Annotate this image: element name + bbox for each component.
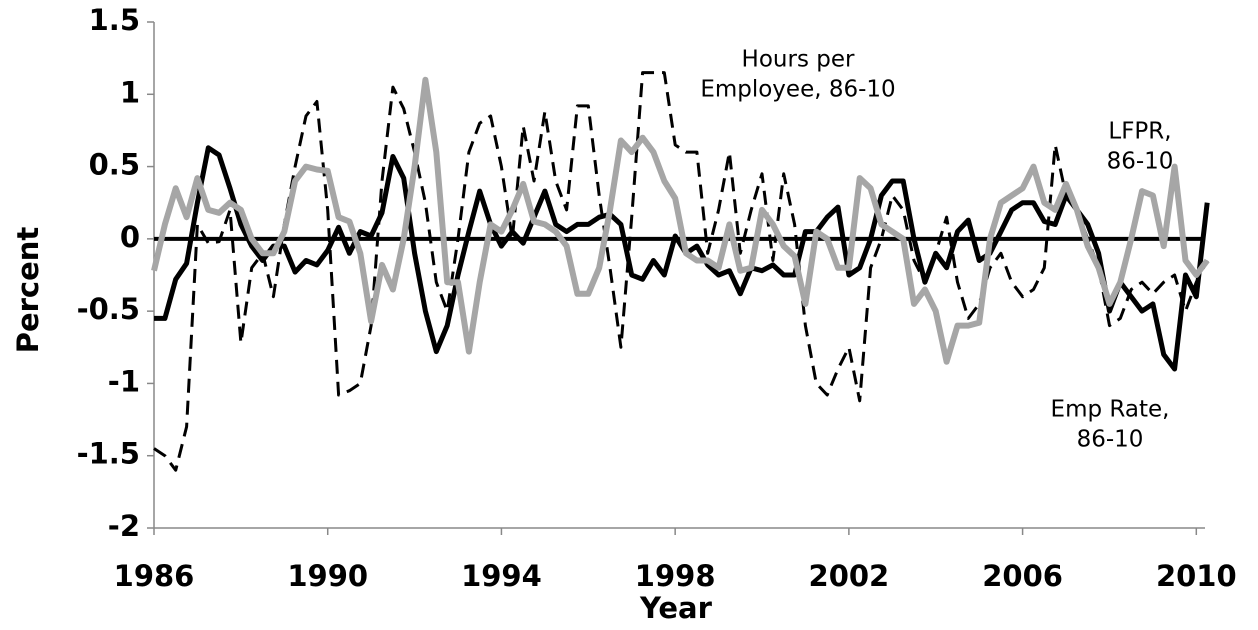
y-tick-label: -2 bbox=[108, 509, 140, 543]
x-tick-label: 1990 bbox=[287, 559, 368, 593]
x-tick-label: 1986 bbox=[114, 559, 195, 593]
series-line bbox=[154, 145, 1210, 372]
y-tick-label: 1.5 bbox=[89, 3, 140, 37]
x-axis-label: Year bbox=[639, 591, 713, 625]
annotation: Hours per bbox=[742, 47, 855, 73]
y-tick-label: -1 bbox=[108, 364, 140, 398]
series-line bbox=[153, 71, 1209, 472]
annotation: 86-10 bbox=[1107, 149, 1174, 175]
y-tick-label: -1.5 bbox=[77, 437, 140, 471]
x-tick-label: 2002 bbox=[809, 559, 890, 593]
y-tick-label: -0.5 bbox=[77, 292, 140, 326]
x-tick-label: 1994 bbox=[461, 559, 542, 593]
y-axis-label: Percent bbox=[11, 227, 45, 354]
series-line bbox=[151, 76, 1210, 365]
annotation: Employee, 86-10 bbox=[700, 77, 895, 103]
x-tick-label: 1998 bbox=[635, 559, 716, 593]
y-tick-label: 0 bbox=[120, 220, 140, 254]
x-tick-label: 2010 bbox=[1156, 559, 1237, 593]
annotation: Emp Rate, bbox=[1051, 397, 1170, 423]
y-tick-label: 0.5 bbox=[89, 148, 140, 182]
annotation: 86-10 bbox=[1077, 427, 1144, 453]
x-tick-label: 2006 bbox=[982, 559, 1063, 593]
y-tick-label: 1 bbox=[120, 75, 140, 109]
annotation: LFPR, bbox=[1108, 119, 1171, 145]
